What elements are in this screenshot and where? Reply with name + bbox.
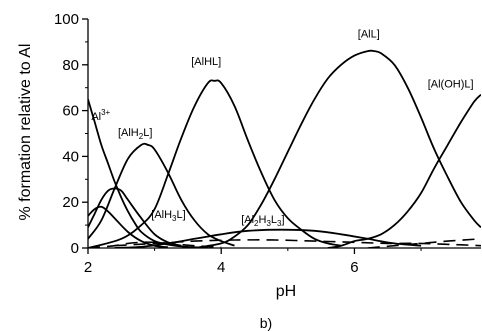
series-line-all xyxy=(194,49,481,248)
x-tick-label: 6 xyxy=(350,259,358,276)
y-tick-label: 40 xyxy=(62,148,79,165)
species-label: [AlHL] xyxy=(191,56,221,68)
y-tick-label: 80 xyxy=(62,57,79,74)
y-tick-label: 100 xyxy=(54,11,79,28)
species-label: [AlL] xyxy=(358,28,380,40)
series-line-alh3l xyxy=(88,241,222,248)
species-label: [Al2H3L3] xyxy=(241,214,284,228)
series-line-alohl xyxy=(327,93,481,248)
series-line-species-2 xyxy=(88,205,169,248)
series-layer xyxy=(88,49,481,248)
y-tick-label: 20 xyxy=(62,194,79,211)
x-tick-label: 4 xyxy=(217,259,225,276)
x-axis-title: pH xyxy=(276,283,296,300)
y-tick-label: 0 xyxy=(71,240,79,257)
x-tick-label: 2 xyxy=(84,259,92,276)
series-line-al2h3l3 xyxy=(114,228,422,248)
series-line-alh2l xyxy=(88,142,235,247)
species-label: [AlH2L] xyxy=(118,127,152,141)
species-label: Al3+ xyxy=(91,108,110,123)
annotation-layer: Al3+ [AlH2L] [AlH3L] [AlHL] [Al2H3L3] [AlL] [A… xyxy=(91,28,473,227)
series-line-species-1 xyxy=(88,187,182,247)
axes: 0 20 40 60 80 100 2 4 6 xyxy=(54,11,481,276)
y-tick-label: 60 xyxy=(62,103,79,120)
y-axis-title: % formation relative to Al xyxy=(17,44,34,221)
species-label: [AlH3L] xyxy=(151,209,185,223)
panel-label: b) xyxy=(260,315,272,331)
series-line-species-9 xyxy=(114,239,481,247)
species-label: [Al(OH)L] xyxy=(428,79,474,91)
